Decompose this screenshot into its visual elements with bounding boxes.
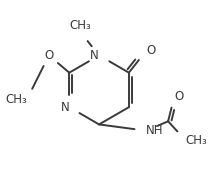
Text: NH: NH xyxy=(146,124,164,137)
Text: N: N xyxy=(60,101,69,114)
Text: CH₃: CH₃ xyxy=(185,134,207,147)
Text: CH₃: CH₃ xyxy=(69,19,91,32)
Text: O: O xyxy=(146,44,155,57)
Text: O: O xyxy=(44,49,53,62)
Text: O: O xyxy=(174,90,184,103)
Text: CH₃: CH₃ xyxy=(5,93,27,106)
Text: N: N xyxy=(90,49,99,62)
